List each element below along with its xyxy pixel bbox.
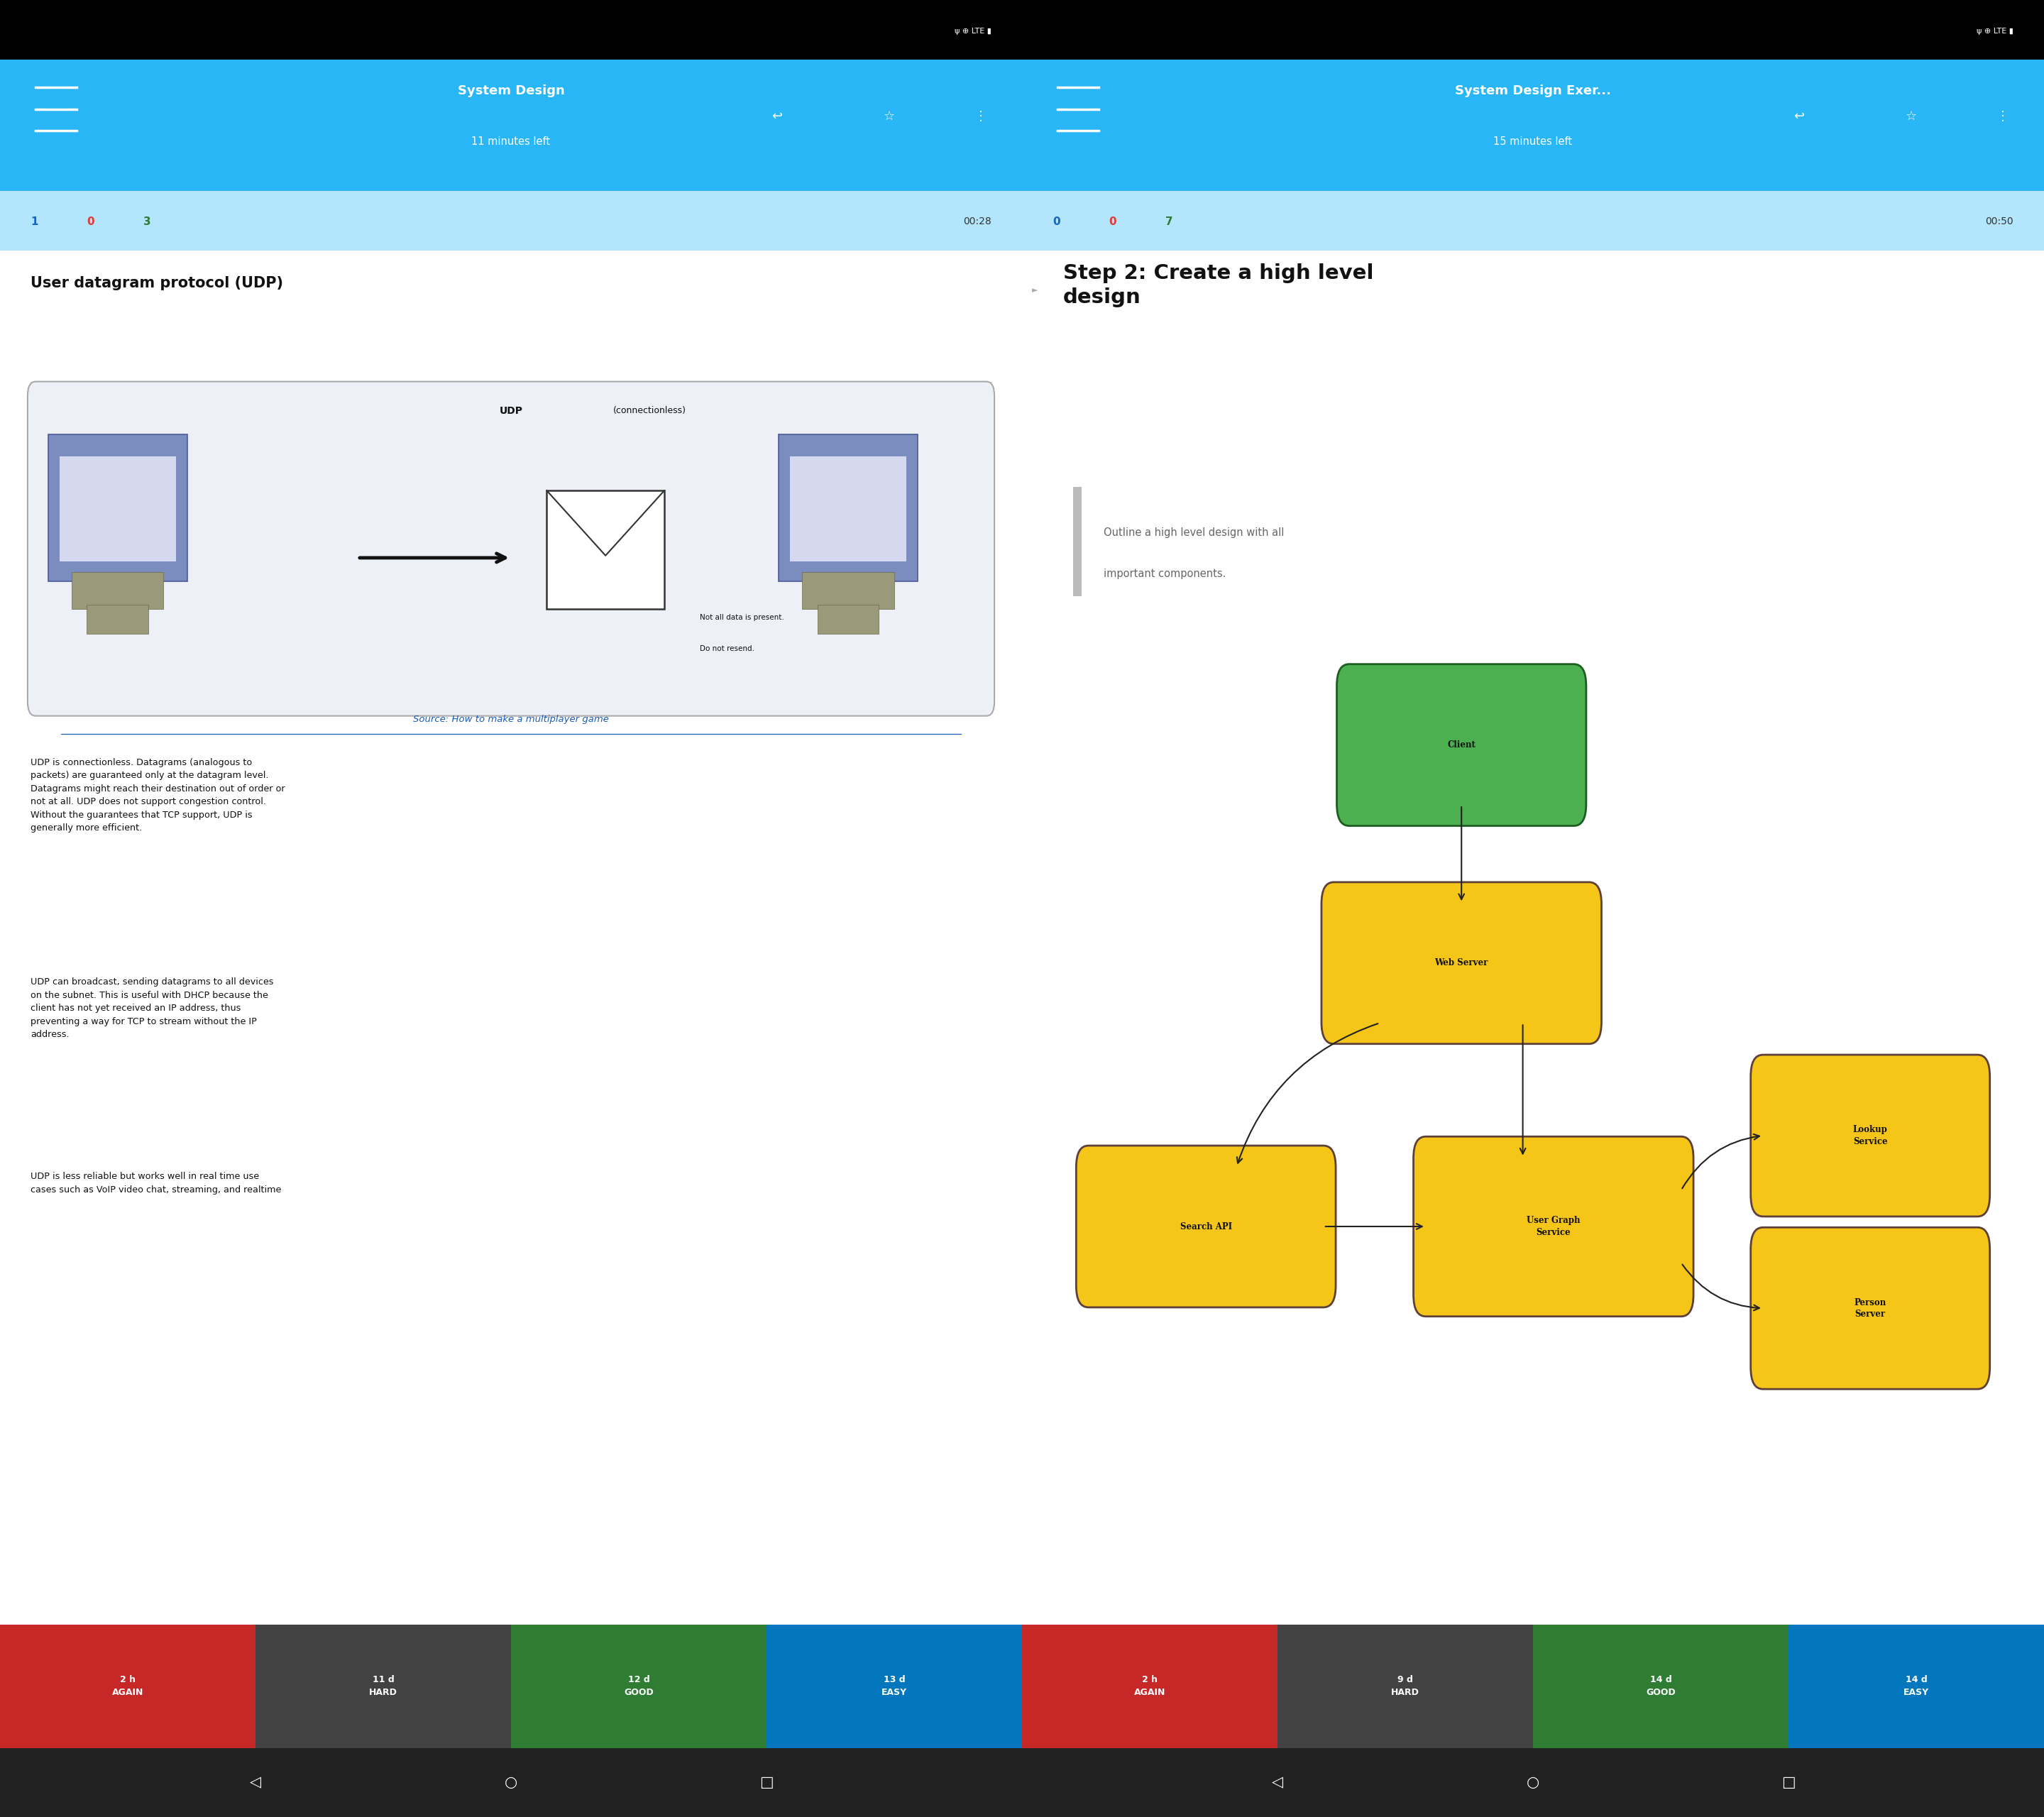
Text: 15 minutes left: 15 minutes left (1494, 136, 1572, 147)
FancyBboxPatch shape (0, 0, 1022, 60)
FancyBboxPatch shape (1337, 663, 1586, 825)
Text: ⋮: ⋮ (975, 109, 987, 124)
Text: Step 2: Create a high level
design: Step 2: Create a high level design (1063, 263, 1374, 307)
Text: System Design Exer...: System Design Exer... (1455, 84, 1611, 98)
Text: 00:28: 00:28 (963, 216, 991, 227)
Text: 14 d
EASY: 14 d EASY (1903, 1675, 1930, 1697)
Text: 1: 1 (31, 216, 39, 227)
Text: 12 d
GOOD: 12 d GOOD (623, 1675, 654, 1697)
Text: 0: 0 (86, 216, 94, 227)
Text: Outline a high level design with all: Outline a high level design with all (1104, 527, 1284, 538)
FancyBboxPatch shape (511, 1624, 766, 1748)
Text: ⋮: ⋮ (1997, 109, 2009, 124)
Text: ψ ⊕ LTE ▮: ψ ⊕ LTE ▮ (1977, 27, 2013, 35)
Text: UDP can broadcast, sending datagrams to all devices
on the subnet. This is usefu: UDP can broadcast, sending datagrams to … (31, 978, 274, 1039)
FancyBboxPatch shape (0, 251, 1022, 1624)
Text: ↩: ↩ (1793, 109, 1805, 124)
Text: ○: ○ (505, 1775, 517, 1790)
Text: ☆: ☆ (1905, 109, 1917, 124)
FancyBboxPatch shape (1075, 1147, 1337, 1308)
FancyBboxPatch shape (801, 572, 893, 609)
FancyBboxPatch shape (1022, 1748, 2044, 1817)
FancyBboxPatch shape (0, 191, 1022, 251)
FancyBboxPatch shape (86, 605, 149, 634)
Text: ►: ► (1032, 287, 1038, 294)
FancyBboxPatch shape (1073, 487, 1081, 596)
Text: 0: 0 (1110, 216, 1116, 227)
Text: Do not resend.: Do not resend. (699, 645, 754, 652)
FancyBboxPatch shape (1022, 1624, 1278, 1748)
Text: User Graph
Service: User Graph Service (1527, 1216, 1580, 1237)
Text: System Design: System Design (458, 84, 564, 98)
FancyBboxPatch shape (1788, 1624, 2044, 1748)
Text: 14 d
GOOD: 14 d GOOD (1645, 1675, 1676, 1697)
Text: 3: 3 (143, 216, 151, 227)
FancyBboxPatch shape (1752, 1228, 1991, 1388)
Text: 0: 0 (1053, 216, 1061, 227)
FancyBboxPatch shape (256, 1624, 511, 1748)
Text: ↩: ↩ (771, 109, 783, 124)
FancyBboxPatch shape (548, 491, 664, 609)
Text: 00:50: 00:50 (1985, 216, 2013, 227)
Text: important components.: important components. (1104, 569, 1226, 580)
FancyBboxPatch shape (0, 1748, 1022, 1817)
Text: ◁: ◁ (1271, 1775, 1284, 1790)
FancyBboxPatch shape (72, 572, 164, 609)
Text: UDP is less reliable but works well in real time use
cases such as VoIP video ch: UDP is less reliable but works well in r… (31, 1172, 282, 1194)
FancyBboxPatch shape (49, 434, 188, 581)
FancyBboxPatch shape (29, 382, 995, 716)
FancyBboxPatch shape (1022, 191, 2044, 251)
Text: 13 d
EASY: 13 d EASY (881, 1675, 908, 1697)
FancyBboxPatch shape (0, 1624, 256, 1748)
Text: Client: Client (1447, 740, 1476, 750)
Text: User datagram protocol (UDP): User datagram protocol (UDP) (31, 276, 284, 291)
Text: ψ ⊕ LTE ▮: ψ ⊕ LTE ▮ (955, 27, 991, 35)
Text: □: □ (1782, 1775, 1795, 1790)
FancyBboxPatch shape (1022, 251, 2044, 1624)
FancyBboxPatch shape (1752, 1054, 1991, 1217)
Text: 7: 7 (1165, 216, 1173, 227)
Text: □: □ (760, 1775, 773, 1790)
Text: 11 minutes left: 11 minutes left (472, 136, 550, 147)
Text: ◁: ◁ (249, 1775, 262, 1790)
Text: 11 d
HARD: 11 d HARD (370, 1675, 397, 1697)
Text: Source: How to make a multiplayer game: Source: How to make a multiplayer game (413, 714, 609, 725)
FancyBboxPatch shape (818, 605, 879, 634)
FancyBboxPatch shape (1022, 0, 2044, 60)
Text: Search API: Search API (1179, 1221, 1233, 1232)
Text: Person
Server: Person Server (1854, 1297, 1887, 1319)
Text: 2 h
AGAIN: 2 h AGAIN (112, 1675, 143, 1697)
Text: Not all data is present.: Not all data is present. (699, 614, 785, 621)
FancyBboxPatch shape (766, 1624, 1022, 1748)
FancyBboxPatch shape (0, 60, 1022, 191)
FancyBboxPatch shape (1414, 1137, 1692, 1316)
FancyBboxPatch shape (779, 434, 918, 581)
Text: Lookup
Service: Lookup Service (1854, 1125, 1887, 1147)
Text: (connectionless): (connectionless) (613, 405, 687, 416)
Text: UDP: UDP (499, 405, 523, 416)
Text: 2 h
AGAIN: 2 h AGAIN (1134, 1675, 1165, 1697)
FancyBboxPatch shape (789, 456, 905, 561)
FancyBboxPatch shape (1278, 1624, 1533, 1748)
FancyBboxPatch shape (1022, 60, 2044, 191)
Text: ☆: ☆ (883, 109, 895, 124)
Text: Web Server: Web Server (1435, 958, 1488, 968)
FancyBboxPatch shape (1533, 1624, 1788, 1748)
FancyBboxPatch shape (59, 456, 176, 561)
Text: UDP is connectionless. Datagrams (analogous to
packets) are guaranteed only at t: UDP is connectionless. Datagrams (analog… (31, 758, 286, 832)
FancyBboxPatch shape (1322, 883, 1602, 1043)
Text: 9 d
HARD: 9 d HARD (1392, 1675, 1419, 1697)
Text: ○: ○ (1527, 1775, 1539, 1790)
